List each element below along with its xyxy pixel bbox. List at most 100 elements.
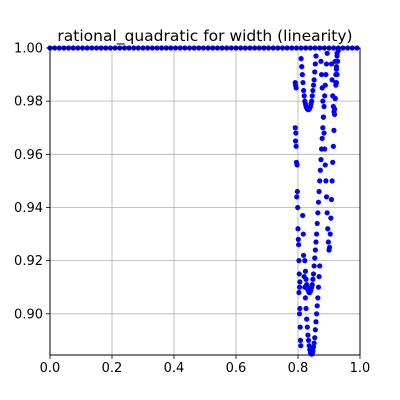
data-point: [329, 178, 335, 184]
data-point: [312, 69, 318, 75]
data-point: [331, 106, 338, 112]
data-point: [312, 61, 318, 67]
x-tick-label: 0.4: [164, 361, 185, 376]
data-point: [304, 316, 310, 322]
data-point: [321, 130, 327, 136]
data-point: [310, 271, 317, 277]
data-point: [311, 340, 317, 346]
data-point: [294, 194, 300, 200]
data-point: [292, 125, 298, 131]
data-point: [335, 58, 341, 64]
data-point: [314, 231, 320, 237]
data-point: [323, 194, 330, 200]
data-point: [309, 98, 315, 104]
data-point: [294, 162, 300, 168]
data-point: [297, 305, 303, 312]
data-point: [324, 50, 330, 56]
data-point: [309, 281, 315, 288]
data-point: [310, 348, 316, 354]
data-point: [331, 127, 337, 133]
data-point: [310, 344, 317, 350]
data-point: [323, 178, 329, 184]
data-point: [328, 61, 335, 67]
data-point: [321, 103, 327, 110]
data-point: [325, 239, 331, 245]
data-point: [322, 162, 328, 168]
data-point: [315, 295, 321, 301]
data-point: [295, 226, 301, 232]
data-point: [318, 157, 324, 163]
chart-title: rational_quadratic for width (linearity): [57, 27, 352, 46]
data-point: [301, 93, 307, 99]
data-point: [319, 85, 325, 91]
data-point: [298, 56, 304, 62]
data-point: [320, 98, 326, 104]
data-point: [306, 343, 312, 349]
data-point: [316, 188, 322, 195]
data-point: [324, 210, 330, 216]
x-tick-label: 0.2: [102, 361, 123, 376]
data-point: [313, 53, 319, 59]
y-tick-label: 0.96: [14, 148, 43, 163]
data-point: [314, 303, 320, 309]
data-point: [317, 178, 323, 184]
y-axis-ticks: 0.90 0.92 0.94 0.96 0.98 1.00: [14, 42, 50, 322]
data-point: [323, 61, 330, 67]
data-point: [328, 215, 334, 221]
data-point: [293, 130, 299, 136]
data-point: [311, 263, 317, 269]
data-point: [300, 87, 307, 94]
data-point: [332, 95, 338, 102]
data-point: [300, 252, 307, 258]
data-point: [294, 188, 300, 195]
data-point: [296, 258, 302, 264]
data-point: [334, 53, 340, 59]
data-point: [330, 143, 336, 149]
data-point: [328, 196, 335, 203]
data-point: [318, 58, 324, 64]
data-point: [318, 71, 325, 78]
data-point: [333, 79, 340, 86]
data-point: [296, 271, 302, 277]
data-point: [320, 114, 327, 120]
data-point: [296, 284, 303, 290]
data-point: [313, 239, 319, 245]
data-point: [325, 226, 331, 232]
data-point: [314, 220, 320, 227]
data-point: [297, 279, 303, 285]
x-tick-label: 0.6: [226, 361, 247, 376]
y-tick-label: 0.90: [14, 307, 43, 322]
data-point: [317, 167, 323, 173]
data-point: [333, 66, 340, 72]
data-point: [309, 93, 315, 99]
data-point: [310, 82, 317, 88]
data-point: [310, 87, 316, 94]
data-point: [305, 337, 312, 343]
data-point: [314, 311, 320, 317]
y-tick-label: 0.98: [14, 95, 43, 110]
data-point: [316, 273, 322, 280]
x-axis-ticks: 0.0 0.2 0.4 0.6 0.8 1.0: [40, 355, 370, 376]
y-tick-label: 0.92: [14, 254, 43, 269]
data-point: [327, 244, 333, 250]
data-point: [335, 48, 341, 54]
data-point: [312, 247, 318, 253]
data-point: [312, 335, 318, 341]
data-point: [315, 199, 322, 205]
data-point: [300, 212, 306, 219]
data-point: [317, 263, 323, 269]
data-point: [296, 311, 303, 317]
data-point: [334, 71, 340, 78]
data-point: [298, 343, 304, 349]
data-point: [329, 77, 335, 83]
data-point: [297, 324, 303, 330]
data-point: [313, 319, 319, 325]
data-point: [297, 337, 304, 343]
data-point: [292, 138, 299, 144]
data-point: [311, 77, 317, 83]
data-point: [312, 327, 318, 333]
data-point: [293, 143, 299, 149]
data-point: [327, 231, 333, 237]
